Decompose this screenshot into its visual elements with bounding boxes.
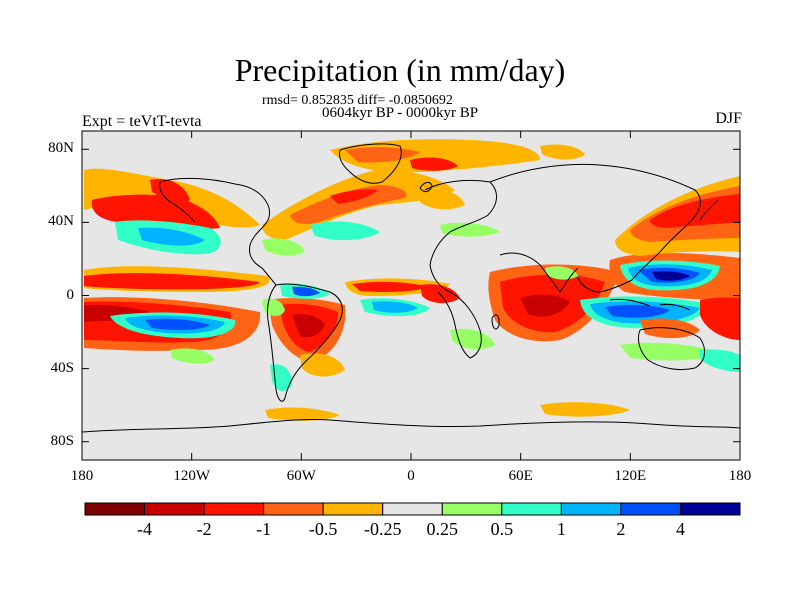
south-africa-green [450,328,495,350]
south-atlantic-orange [300,353,345,377]
coast-indonesia [609,299,691,311]
lat-label: 80S [50,432,74,449]
lat-label: 80N [48,140,74,157]
lon-label: 180 [728,468,752,484]
coast-japan [699,199,719,221]
mediterranean-green [440,222,500,237]
lon-label: 180 [70,468,94,484]
europe-orange [420,188,465,210]
coast-greenland [339,143,402,184]
colorbar-label: -1 [256,519,272,539]
tropical-atlantic-blue [292,286,320,297]
colorbar-label: 1 [556,519,566,539]
lon-label: 120W [173,468,210,484]
colorbar-swatch [203,502,265,516]
nordic-red [410,157,458,171]
axis-ticks [81,131,741,460]
anomaly-field [84,139,740,421]
coast-madagascar [491,314,500,330]
southern-ocean-orange-2 [540,402,630,417]
colorbar-label: -0.25 [363,519,402,539]
amazon-darkred [292,314,325,338]
period-line: 0604kyr BP - 0000kyr BP [322,105,479,121]
indian-ocean-darkred [520,294,570,317]
north-atlantic-green [262,238,305,256]
coast-asia [489,163,701,293]
south-pacific-deepblue [145,318,210,330]
north-pacific-red [91,194,220,230]
north-atlantic-darkorange [290,185,407,224]
season-label: DJF [715,110,742,127]
colorbar-swatch [322,502,384,516]
colorbar-swatch [501,502,562,516]
lon-label: 60E [508,468,533,484]
coast-antarctica [82,418,740,433]
east-pacific-red [700,297,740,340]
stats-line: rmsd= 0.852835 diff= -0.0850692 [262,93,453,108]
coast-south-america [267,283,343,402]
experiment-label: Expt = teVtT-tevta [82,113,202,130]
maritime-deepblue [605,304,670,318]
west-pacific-navy [652,271,690,281]
arabian-sea-green [545,266,578,280]
coast-india-arabia [499,252,579,293]
kuroshio-red [650,194,740,228]
colorbar-swatch [441,502,503,516]
south-atlantic-blue [372,301,418,313]
coast-north-america [159,177,277,286]
colorbar-label: 0.5 [490,519,514,539]
colorbar-label: 2 [616,519,626,539]
south-pacific-green [170,348,215,364]
colorbar-label: -2 [196,519,212,539]
coast-australia [637,327,706,371]
colorbar-label: -0.5 [308,519,338,539]
colorbar-label: -4 [137,519,153,539]
colorbar-swatch [382,502,443,516]
north-atlantic-cyan [310,221,380,241]
colorbar-swatch [560,502,622,516]
colorbar-swatch [84,502,146,516]
colorbar [84,502,741,516]
coastlines [82,143,740,433]
coast-alaska [159,181,196,223]
colorbar-swatch [144,502,205,516]
lat-label: 40N [48,213,74,230]
coast-europe-africa [424,179,497,359]
atlantic-itcz-red [352,281,430,292]
north-atlantic-red [330,189,378,204]
lon-label: 120E [614,468,647,484]
coast-uk [419,181,433,193]
colorbar-label: 4 [675,519,685,539]
colorbar-swatch [263,502,324,516]
figure-title: Precipitation (in mm/day) [234,52,566,88]
colorbar-swatch [620,502,681,516]
lon-label: 0 [407,468,415,484]
colorbar-swatch [679,502,741,516]
lat-label: 40S [50,359,74,376]
pacific-itcz-red [84,273,260,290]
north-pacific-blue [138,227,205,246]
lat-label: 0 [66,286,75,303]
south-indian-cyan [700,349,740,372]
southern-ocean-orange [265,407,340,421]
lon-label: 60W [286,468,316,484]
colorbar-label: 0.25 [426,519,459,539]
siberia-orange [540,144,585,160]
